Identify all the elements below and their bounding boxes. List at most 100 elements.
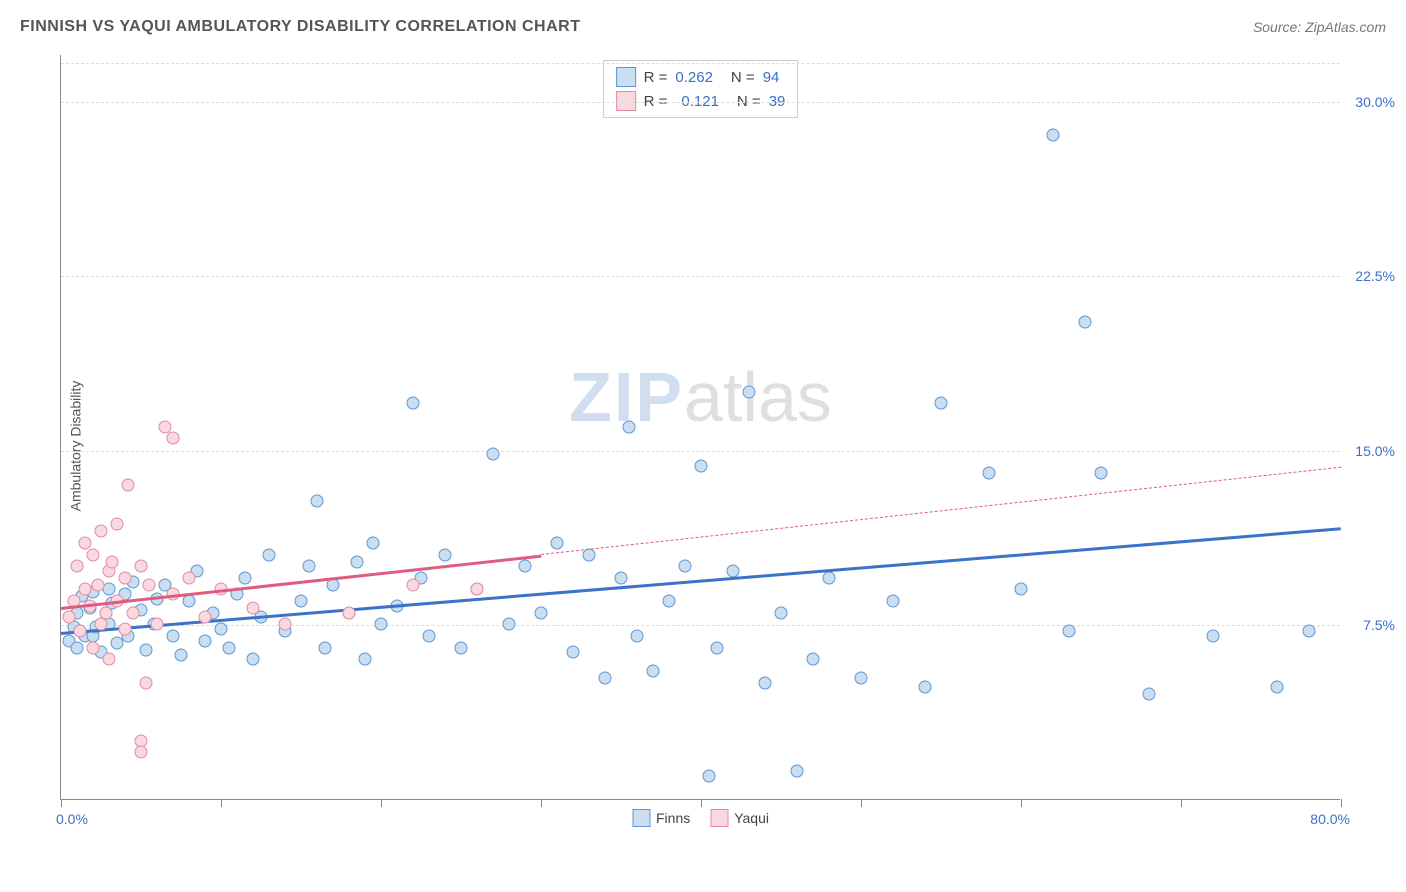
gridline [61,102,1340,103]
data-point [106,555,119,568]
legend-item-yaqui: Yaqui [710,809,769,827]
gridline [61,451,1340,452]
data-point [199,634,212,647]
data-point [407,397,420,410]
y-tick-label: 7.5% [1363,617,1395,633]
data-point [74,625,87,638]
data-point [139,676,152,689]
data-point [519,560,532,573]
data-point [1079,315,1092,328]
data-point [615,571,628,584]
data-point [703,769,716,782]
data-point [183,571,196,584]
data-point [679,560,692,573]
chart-header: FINNISH VS YAQUI AMBULATORY DISABILITY C… [20,18,1386,36]
y-tick-label: 22.5% [1355,268,1395,284]
data-point [727,564,740,577]
data-point [111,518,124,531]
legend-swatch-icon [632,809,650,827]
x-tick [1341,799,1342,807]
data-point [535,606,548,619]
data-point [695,460,708,473]
data-point [471,583,484,596]
data-point [311,495,324,508]
correlation-legend: R = 0.262 N = 94 R = 0.121 N = 39 [603,60,799,118]
data-point [79,536,92,549]
data-point [175,648,188,661]
data-point [1063,625,1076,638]
data-point [935,397,948,410]
data-point [455,641,468,654]
data-point [319,641,332,654]
data-point [1047,129,1060,142]
data-point [663,595,676,608]
data-point [351,555,364,568]
data-point [887,595,900,608]
data-point [759,676,772,689]
y-tick-label: 15.0% [1355,443,1395,459]
data-point [247,653,260,666]
data-point [1015,583,1028,596]
data-point [775,606,788,619]
x-tick [861,799,862,807]
data-point [95,525,108,538]
data-point [95,618,108,631]
trend-line-dashed [541,467,1341,555]
data-point [135,746,148,759]
data-point [1303,625,1316,638]
data-point [239,571,252,584]
data-point [119,623,132,636]
data-point [87,641,100,654]
x-tick [701,799,702,807]
data-point [983,467,996,480]
legend-row-finns: R = 0.262 N = 94 [616,65,786,89]
data-point [159,420,172,433]
data-point [167,432,180,445]
data-point [631,630,644,643]
data-point [407,578,420,591]
data-point [223,641,236,654]
data-point [151,618,164,631]
gridline [61,63,1340,64]
data-point [439,548,452,561]
data-point [343,606,356,619]
plot-region: ZIPatlas R = 0.262 N = 94 R = 0.121 N = … [60,55,1340,800]
data-point [263,548,276,561]
chart-title: FINNISH VS YAQUI AMBULATORY DISABILITY C… [20,18,580,36]
trend-line [61,528,1341,635]
watermark: ZIPatlas [569,357,832,437]
data-point [91,578,104,591]
gridline [61,276,1340,277]
x-tick [61,799,62,807]
data-point [295,595,308,608]
data-point [167,630,180,643]
data-point [1143,688,1156,701]
data-point [551,536,564,549]
data-point [919,681,932,694]
data-point [743,385,756,398]
data-point [103,583,116,596]
data-point [247,602,260,615]
gridline [61,625,1340,626]
x-tick [541,799,542,807]
data-point [199,611,212,624]
x-tick [1021,799,1022,807]
data-point [127,606,140,619]
series-legend: Finns Yaqui [632,809,769,827]
x-axis-max-label: 80.0% [1310,811,1350,827]
y-tick-label: 30.0% [1355,94,1395,110]
data-point [599,671,612,684]
data-point [1271,681,1284,694]
data-point [303,560,316,573]
data-point [807,653,820,666]
data-point [143,578,156,591]
x-tick [381,799,382,807]
data-point [567,646,580,659]
chart-source: Source: ZipAtlas.com [1253,19,1386,35]
data-point [711,641,724,654]
data-point [135,560,148,573]
data-point [215,623,228,636]
data-point [87,548,100,561]
data-point [855,671,868,684]
data-point [119,571,132,584]
